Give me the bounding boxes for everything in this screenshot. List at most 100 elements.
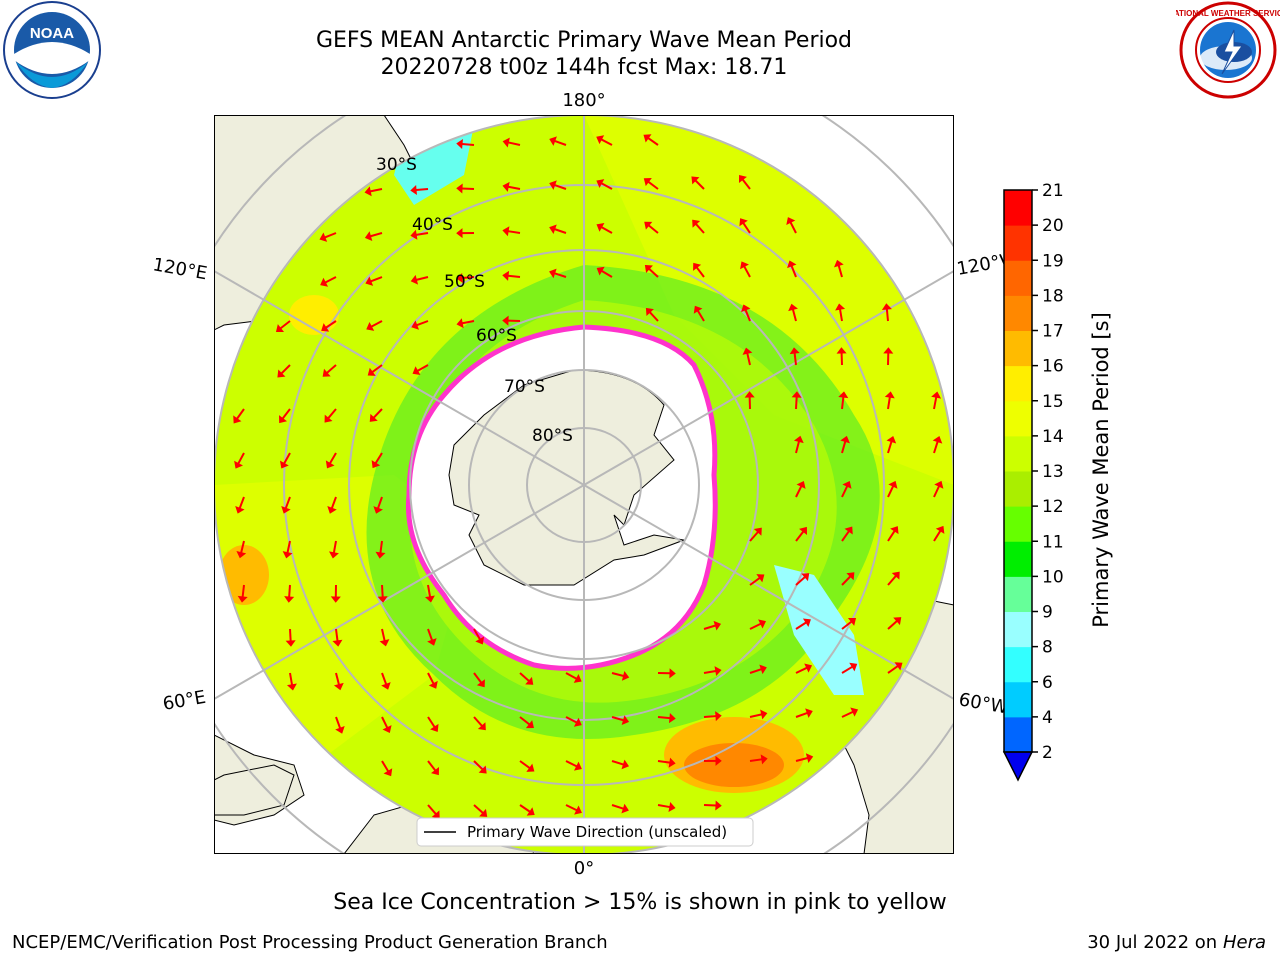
wave-arrow: [657, 668, 676, 679]
wave-arrow: [611, 759, 630, 770]
wave-arrow: [364, 186, 383, 197]
colorbar-tick-label: 14: [1042, 427, 1064, 447]
wave-arrow: [703, 666, 722, 677]
wave-arrow: [738, 174, 751, 190]
wave-arrow: [321, 320, 337, 332]
wave-arrow: [549, 136, 567, 146]
wave-arrow: [693, 305, 705, 322]
wave-arrow: [883, 347, 894, 366]
wave-arrow: [549, 180, 567, 190]
wave-arrow: [644, 221, 659, 234]
colorbar-tick-label: 15: [1042, 392, 1064, 412]
colorbar-tick-label: 8: [1042, 638, 1053, 658]
colorbar-cell: [1004, 260, 1032, 296]
colorbar-cell: [1004, 190, 1032, 226]
wave-arrow: [519, 804, 535, 816]
wave-arrow: [320, 276, 337, 287]
wave-arrow: [519, 672, 534, 685]
wave-arrow: [324, 408, 337, 423]
wave-arrow: [366, 320, 383, 331]
colorbar-tick-label: 16: [1042, 357, 1064, 377]
wave-arrow: [284, 584, 295, 603]
wave-arrow: [793, 435, 804, 454]
wave-direction-arrows: [233, 134, 945, 819]
colorbar-tick-label: 9: [1042, 603, 1053, 623]
lat-label-40s: 40°S: [412, 215, 453, 235]
legend-label: Primary Wave Direction (unscaled): [467, 823, 727, 841]
wave-arrow: [788, 303, 798, 322]
colorbar-tick-label: 17: [1042, 322, 1064, 342]
orange-patch-west: [219, 545, 269, 605]
wave-arrow: [234, 452, 245, 469]
wave-arrow: [424, 584, 435, 603]
wave-arrow: [887, 617, 902, 630]
wave-arrow: [795, 663, 813, 674]
wave-arrow: [596, 179, 613, 190]
wave-arrow: [786, 217, 797, 234]
noaa-logo-text: NOAA: [30, 25, 74, 42]
colorbar-tick-label: 11: [1042, 532, 1064, 552]
colorbar-cell: [1004, 716, 1032, 753]
colorbar-tick-label: 6: [1042, 673, 1053, 693]
wave-arrow: [795, 753, 814, 763]
wave-arrow: [749, 574, 765, 586]
wave-arrow: [643, 134, 659, 146]
wave-arrow: [703, 711, 722, 722]
wave-arrow: [549, 268, 567, 279]
wave-arrow: [703, 755, 722, 766]
lon-label-60e: 60°E: [161, 687, 207, 715]
colorbar-cell: [1004, 506, 1032, 542]
wave-arrow: [236, 540, 247, 559]
sea-ice-note: Sea Ice Concentration > 15% is shown in …: [333, 890, 947, 915]
wave-arrow: [644, 264, 659, 278]
wave-arrow: [932, 436, 943, 454]
wave-arrow: [379, 628, 390, 647]
wave-arrow: [371, 452, 383, 469]
colorbar-cell: [1004, 295, 1032, 331]
wave-arrow: [502, 137, 521, 148]
wave-arrow: [692, 219, 705, 234]
wave-arrow: [427, 672, 438, 689]
colorbar-cell: [1004, 435, 1032, 472]
wave-arrow: [502, 181, 521, 192]
wave-arrow: [841, 617, 857, 630]
wave-arrow: [596, 222, 613, 234]
footer-credit: NCEP/EMC/Verification Post Processing Pr…: [12, 932, 608, 953]
wave-arrow: [693, 262, 705, 278]
wave-arrow: [739, 218, 751, 234]
wave-arrow: [365, 276, 383, 286]
wave-arrow: [836, 347, 847, 366]
wave-arrow: [795, 708, 813, 718]
wave-arrow: [282, 540, 293, 559]
wave-arrow: [795, 618, 811, 630]
colorbar-tick-label: 4: [1042, 708, 1053, 728]
colorbar-tick-label: 18: [1042, 286, 1064, 306]
polar-map: 30°S 40°S 50°S 60°S 70°S 80°S Primary Wa…: [214, 115, 954, 854]
wave-arrow: [369, 408, 383, 422]
colorbar-cell: [1004, 611, 1032, 648]
nws-logo-text: NATIONAL WEATHER SERVICE: [1176, 9, 1280, 18]
figure-title: GEFS MEAN Antarctic Primary Wave Mean Pe…: [315, 28, 853, 53]
wave-arrow: [330, 584, 341, 603]
wave-arrow: [335, 716, 345, 734]
colorbar-cell: [1004, 681, 1032, 718]
wave-arrow: [841, 572, 855, 586]
lon-label-180: 180°: [562, 90, 605, 111]
colorbar-tick-label: 2: [1042, 743, 1053, 763]
wave-arrow: [795, 573, 810, 586]
wave-arrow: [887, 571, 900, 586]
wave-arrow: [410, 274, 429, 285]
colorbar: 2 4 6 8 9 10 11 12 13 14 15 16 17 18 19 20 21 Primary Wa…: [1002, 181, 1113, 782]
wave-arrow: [643, 178, 659, 190]
colorbar-cell: [1004, 646, 1032, 683]
wave-arrow: [887, 526, 899, 542]
wave-arrow: [749, 664, 767, 675]
top-right-land: [834, 115, 954, 175]
wave-arrow: [838, 391, 849, 410]
colorbar-tick-label: 13: [1042, 462, 1064, 482]
wave-arrow: [749, 619, 766, 630]
wave-arrow: [841, 480, 852, 498]
wave-arrow: [456, 138, 475, 150]
wave-arrow: [789, 347, 800, 366]
